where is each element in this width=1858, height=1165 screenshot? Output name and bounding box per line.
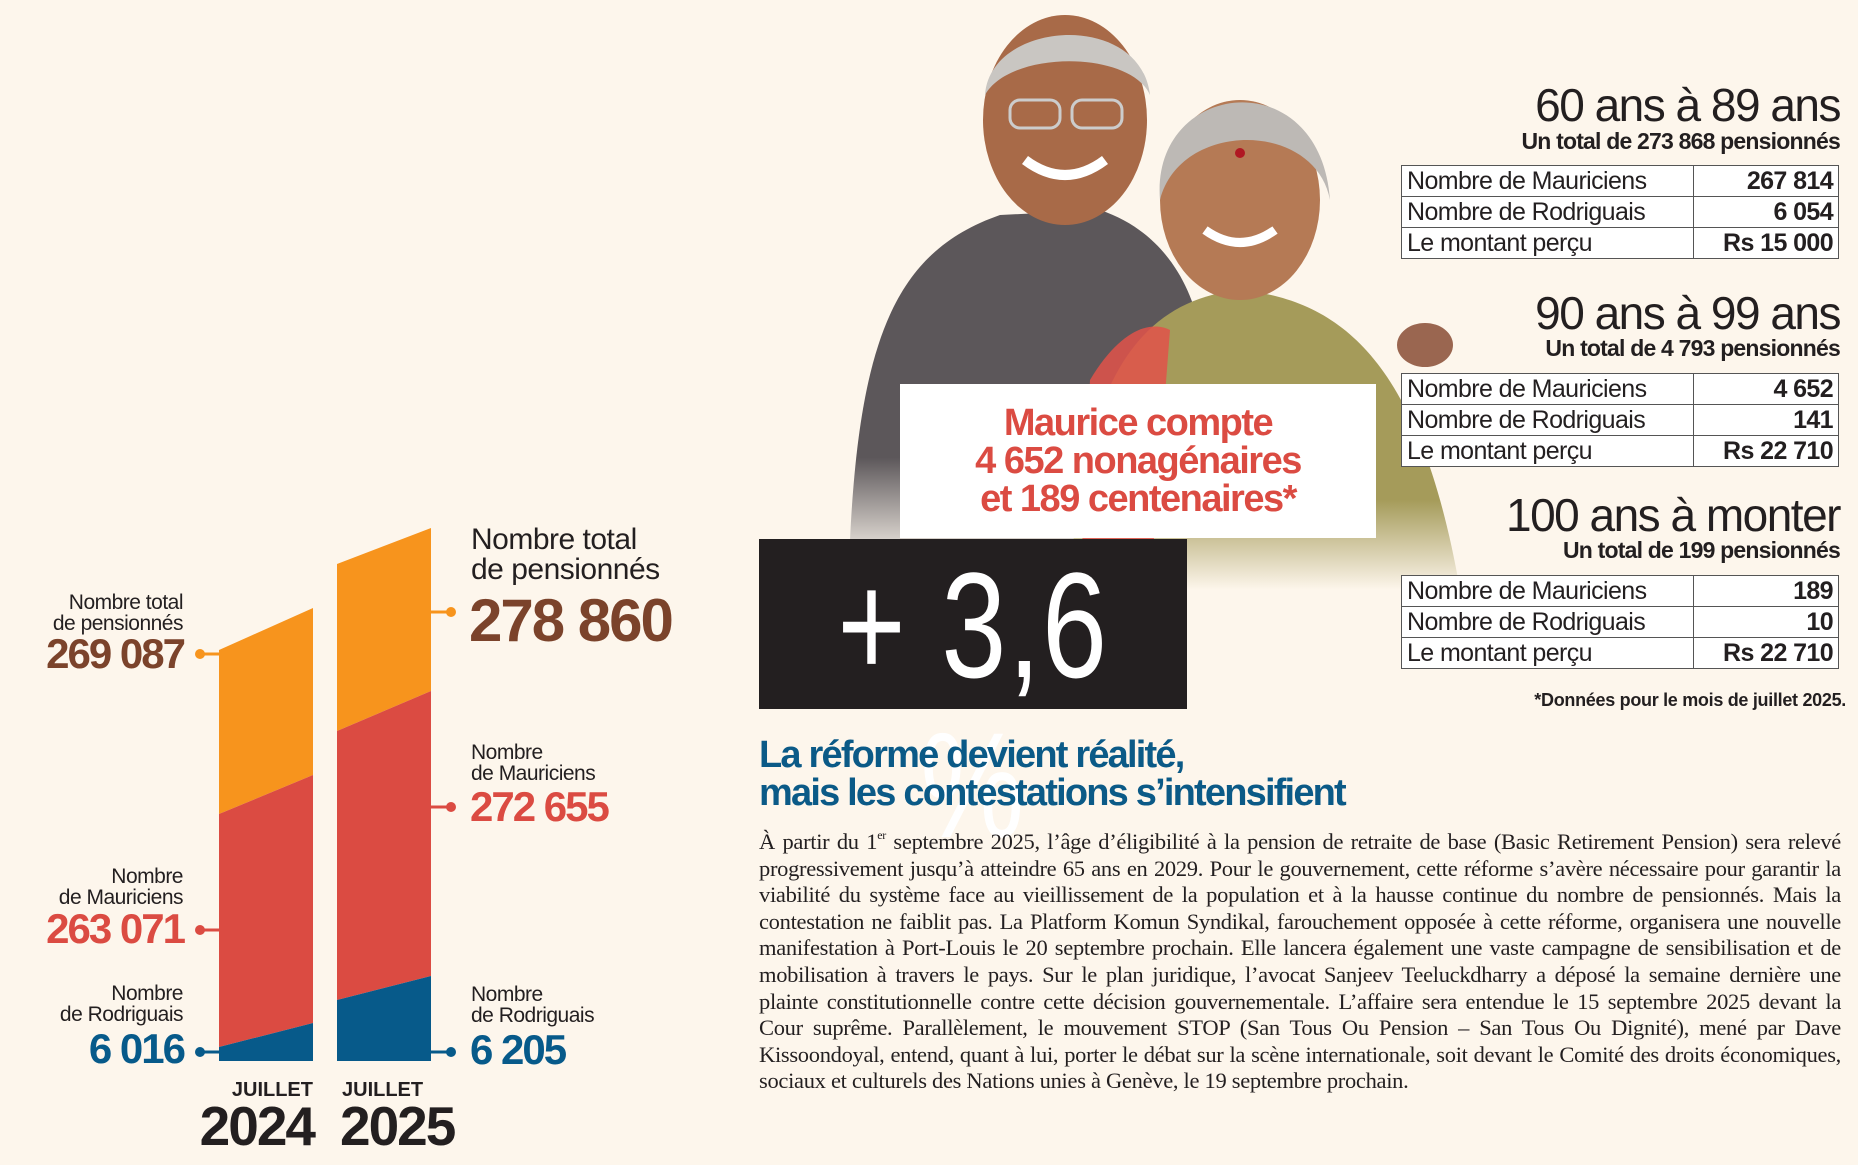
year-2024: 2024	[199, 1095, 316, 1157]
footnote: *Données pour le mois de juillet 2025.	[1534, 690, 1846, 710]
label-2024-mauriciens: Nombre de Mauriciens	[58, 865, 184, 909]
age-group-2-title: 90 ans à 99 ans	[1535, 287, 1841, 339]
table-row: Nombre de Mauriciens 267 814	[1401, 165, 1839, 197]
bar-2025-mauriciens	[337, 691, 431, 1000]
year-2025: 2025	[340, 1095, 456, 1157]
centenarian-callout: Maurice compte 4 652 nonagénaires et 189…	[900, 384, 1376, 538]
bar-2025-rodriguais	[337, 976, 431, 1061]
age-group-2-subtitle: Un total de 4 793 pensionnés	[1545, 335, 1840, 361]
value-2025-mauriciens: 272 655	[470, 783, 610, 830]
age-group-3-table: Nombre de Mauriciens 189 Nombre de Rodrig…	[1401, 575, 1839, 669]
table-row: Le montant perçu Rs 22 710	[1401, 637, 1839, 669]
article-body: À partir du 1er septembre 2025, l’âge d’…	[759, 828, 1841, 1094]
month-2024: JUILLET	[231, 1079, 313, 1101]
stacked-bar-chart	[195, 528, 456, 1061]
table-row: Nombre de Mauriciens 4 652	[1401, 373, 1839, 405]
table-row: Le montant perçu Rs 15 000	[1401, 227, 1839, 259]
table-row: Nombre de Rodriguais 10	[1401, 606, 1839, 638]
callout-line-2: 4 652 nonagénaires	[975, 440, 1302, 482]
value-2024-mauriciens: 263 071	[46, 905, 186, 952]
value-2024-rodriguais: 6 016	[88, 1025, 186, 1072]
value-2025-rodriguais: 6 205	[470, 1026, 567, 1073]
growth-badge: + 3,6 %	[759, 539, 1187, 865]
age-group-3-title: 100 ans à monter	[1505, 489, 1842, 541]
age-group-3-subtitle: Un total de 199 pensionnés	[1563, 537, 1841, 563]
value-2024-total: 269 087	[46, 630, 186, 677]
callout-line-1: Maurice compte	[1003, 402, 1274, 444]
table-row: Nombre de Rodriguais 6 054	[1401, 196, 1839, 228]
label-2025-mauriciens: Nombre de Mauriciens	[471, 741, 596, 785]
age-group-1-title: 60 ans à 89 ans	[1535, 79, 1841, 131]
growth-value: + 3,6 %	[837, 541, 1109, 869]
month-2025: JUILLET	[342, 1079, 424, 1101]
bar-2025-total	[337, 528, 431, 731]
age-group-2-table: Nombre de Mauriciens 4 652 Nombre de Rodr…	[1401, 373, 1839, 467]
table-row: Nombre de Mauriciens 189	[1401, 575, 1839, 607]
article-headline: La réforme devient réalité, mais les con…	[759, 734, 1347, 814]
callout-line-3: et 189 centenaires*	[980, 478, 1297, 520]
bar-2024-rodriguais	[219, 1023, 313, 1061]
label-2025-rodriguais: Nombre de Rodriguais	[471, 983, 595, 1027]
age-group-1-subtitle: Un total de 273 868 pensionnés	[1521, 128, 1840, 154]
bar-2024-mauriciens	[219, 775, 313, 1047]
age-group-1-table: Nombre de Mauriciens 267 814 Nombre de Ro…	[1401, 165, 1839, 259]
table-row: Le montant perçu Rs 22 710	[1401, 435, 1839, 467]
label-2024-rodriguais: Nombre de Rodriguais	[59, 982, 184, 1026]
table-row: Nombre de Rodriguais 141	[1401, 404, 1839, 436]
value-2025-total: 278 860	[469, 587, 674, 654]
label-2025-total: Nombre total de pensionnés	[471, 523, 660, 586]
label-2024-total: Nombre total de pensionnés	[52, 591, 184, 635]
bar-2024-total	[219, 608, 313, 814]
